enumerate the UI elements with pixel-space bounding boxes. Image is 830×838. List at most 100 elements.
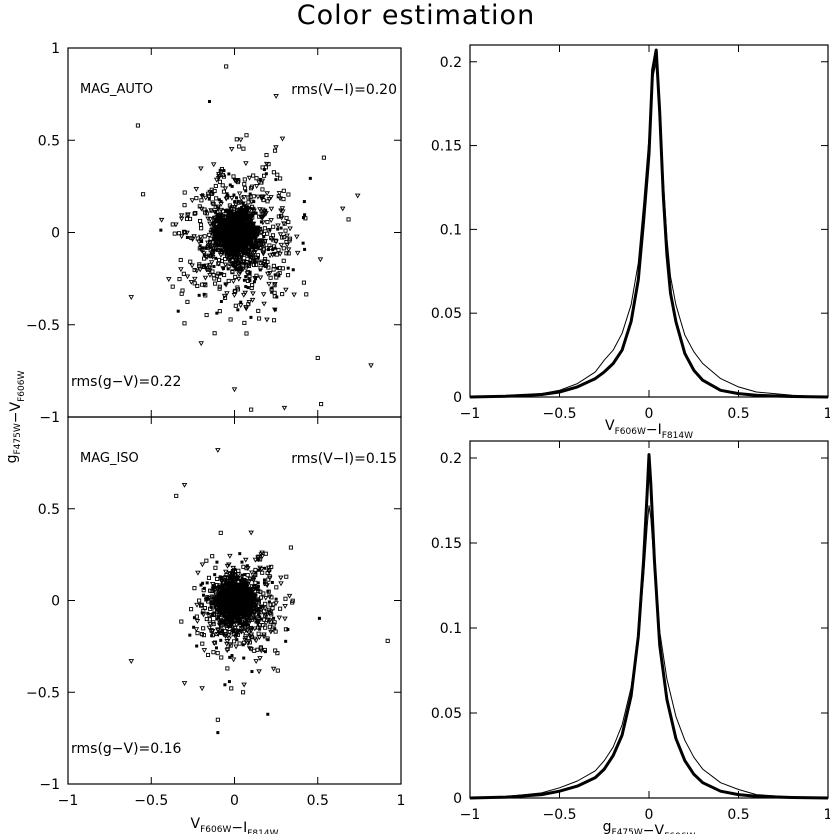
scatter-point — [221, 222, 227, 228]
y-tick-label: −1 — [39, 777, 60, 793]
scatter-point — [281, 188, 286, 193]
scatter-point — [230, 575, 237, 581]
scatter-point — [233, 303, 238, 308]
scatter-point — [250, 242, 254, 246]
scatter-point — [217, 179, 222, 184]
scatter-point — [264, 246, 269, 251]
scatter-point — [226, 630, 233, 635]
scatter-point — [273, 308, 277, 312]
scatter-point — [248, 530, 254, 536]
scatter-point — [290, 598, 295, 603]
scatter-point — [193, 627, 200, 633]
rms-vi-label: rms(V−I)=0.20 — [291, 82, 397, 98]
scatter-point — [244, 189, 248, 193]
scatter-point — [204, 246, 208, 250]
scatter-point — [199, 198, 204, 203]
scatter-point — [255, 647, 260, 652]
scatter-point — [228, 605, 234, 611]
scatter-point — [211, 243, 218, 249]
scatter-point — [230, 592, 234, 596]
scatter-point — [227, 680, 231, 684]
scatter-point — [248, 576, 253, 581]
scatter-point — [253, 567, 258, 572]
scatter-point — [233, 620, 237, 624]
scatter-point — [238, 260, 242, 264]
scatter-point — [287, 226, 293, 232]
scatter-point — [195, 631, 200, 636]
scatter-point — [208, 100, 212, 104]
scatter-point — [232, 231, 236, 235]
x-tick-label: 1 — [397, 793, 406, 809]
x-tick-label: −1 — [460, 406, 481, 422]
scatter-point — [217, 603, 221, 607]
scatter-point — [263, 620, 269, 626]
scatter-point — [195, 644, 199, 648]
scatter-point — [213, 177, 220, 183]
scatter-point — [233, 200, 237, 204]
scatter-point — [221, 586, 225, 590]
scatter-point — [218, 207, 224, 213]
scatter-point — [216, 585, 220, 589]
scatter-point — [193, 210, 198, 216]
scatter-point — [227, 553, 233, 559]
scatter-point — [217, 198, 221, 202]
scatter-point — [214, 196, 219, 201]
scatter-point — [220, 183, 225, 188]
scatter-point — [279, 226, 283, 230]
scatter-point — [246, 200, 251, 205]
scatter-point — [227, 642, 233, 648]
scatter-point — [232, 625, 238, 631]
scatter-point — [222, 272, 227, 278]
scatter-point — [223, 235, 227, 239]
scatter-point — [274, 585, 279, 590]
scatter-point — [189, 607, 194, 612]
scatter-point — [270, 666, 277, 672]
scatter-point — [233, 259, 239, 265]
scatter-point — [258, 615, 262, 619]
scatter-point — [212, 281, 218, 286]
scatter-point — [216, 248, 222, 254]
scatter-point — [279, 136, 286, 142]
scatter-point — [226, 598, 230, 602]
scatter-point — [236, 583, 242, 589]
scatter-point — [240, 579, 244, 583]
scatter-point — [303, 213, 307, 217]
scatter-point — [273, 629, 278, 634]
scatter-point — [226, 624, 230, 628]
scatter-point — [222, 186, 229, 192]
scatter-point — [264, 609, 270, 615]
scatter-point — [209, 588, 214, 594]
scatter-point — [385, 638, 390, 643]
scatter-point — [232, 262, 237, 267]
scatter-point — [258, 627, 262, 631]
scatter-point — [218, 224, 223, 229]
scatter-point — [243, 627, 249, 633]
scatter-point — [229, 621, 236, 627]
scatter-point — [248, 270, 252, 274]
scatter-point — [263, 161, 270, 167]
scatter-point — [221, 236, 225, 240]
scatter-point — [231, 174, 236, 179]
scatter-point — [217, 277, 222, 282]
figure-title: Color estimation — [297, 0, 535, 31]
scatter-point — [232, 178, 238, 184]
scatter-point — [252, 626, 258, 632]
scatter-point — [248, 220, 253, 225]
scatter-point — [248, 625, 253, 631]
scatter-point — [272, 282, 278, 287]
scatter-point — [221, 267, 225, 271]
x-tick-label: −0.5 — [543, 406, 577, 422]
scatter-point — [288, 545, 293, 550]
scatter-point — [264, 208, 268, 212]
scatter-point — [243, 205, 250, 211]
scatter-point — [262, 263, 266, 267]
scatter-point — [264, 153, 269, 158]
scatter-point — [317, 616, 321, 620]
scatter-point — [276, 194, 281, 199]
scatter-point — [233, 247, 239, 252]
scatter-point — [237, 598, 243, 604]
scatter-point — [248, 272, 252, 276]
scatter-point — [225, 195, 230, 200]
scatter-point — [214, 235, 218, 239]
